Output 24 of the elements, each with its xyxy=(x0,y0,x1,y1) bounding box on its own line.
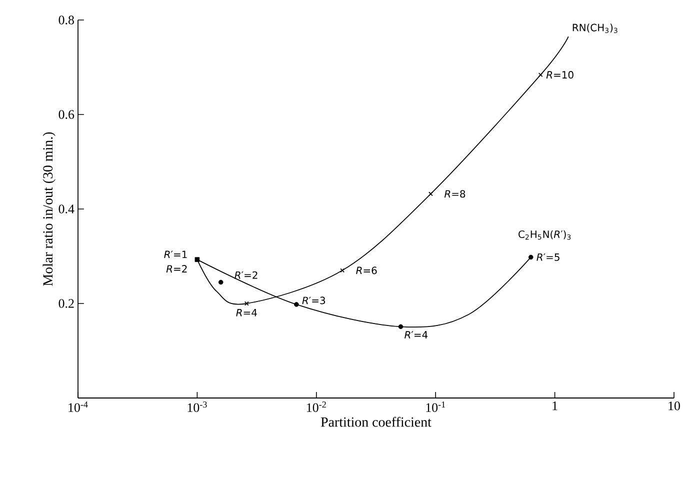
y-tick-label: 0.2 xyxy=(58,299,74,308)
y-tick-label: 0.6 xyxy=(58,110,74,119)
x-tick-label: 10$^{-3}$ xyxy=(188,402,207,412)
y-tick-label: 0.4 xyxy=(58,204,74,214)
series-label: RN(CH$_{3}$)$_{3}$ xyxy=(572,24,618,34)
annotation: R′=2 xyxy=(234,271,258,279)
annotation: R=6 xyxy=(356,266,377,274)
annotation: R′=5 xyxy=(536,253,560,261)
text: C$_{2}$H$_{5}$N(R′)$_{3}$ xyxy=(518,230,571,240)
y-axis-title: Molar ratio in/out (30 min.) xyxy=(42,132,56,286)
x-tick-label: 10 xyxy=(668,402,680,410)
annotation: R=8 xyxy=(444,190,466,198)
annotation: R=4 xyxy=(236,309,257,316)
annotation: R′=3 xyxy=(302,296,326,304)
annotation: R′=4 xyxy=(404,331,428,338)
annotation: R=2 xyxy=(166,265,187,272)
x-tick-label: 10$^{-1}$ xyxy=(426,402,446,412)
x-axis-title: Partition coefficient xyxy=(320,416,432,427)
x-tick-label: 1 xyxy=(552,402,558,410)
x-tick-label: 10$^{-2}$ xyxy=(307,402,326,412)
y-tick-label: 0.8 xyxy=(58,16,74,24)
annotation: R=10 xyxy=(546,71,574,79)
annotation: R′=1 xyxy=(164,250,187,258)
x-tick-label: 10$^{-4}$ xyxy=(68,402,88,412)
